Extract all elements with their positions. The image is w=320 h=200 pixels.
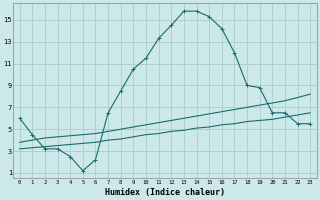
X-axis label: Humidex (Indice chaleur): Humidex (Indice chaleur)	[105, 188, 225, 197]
